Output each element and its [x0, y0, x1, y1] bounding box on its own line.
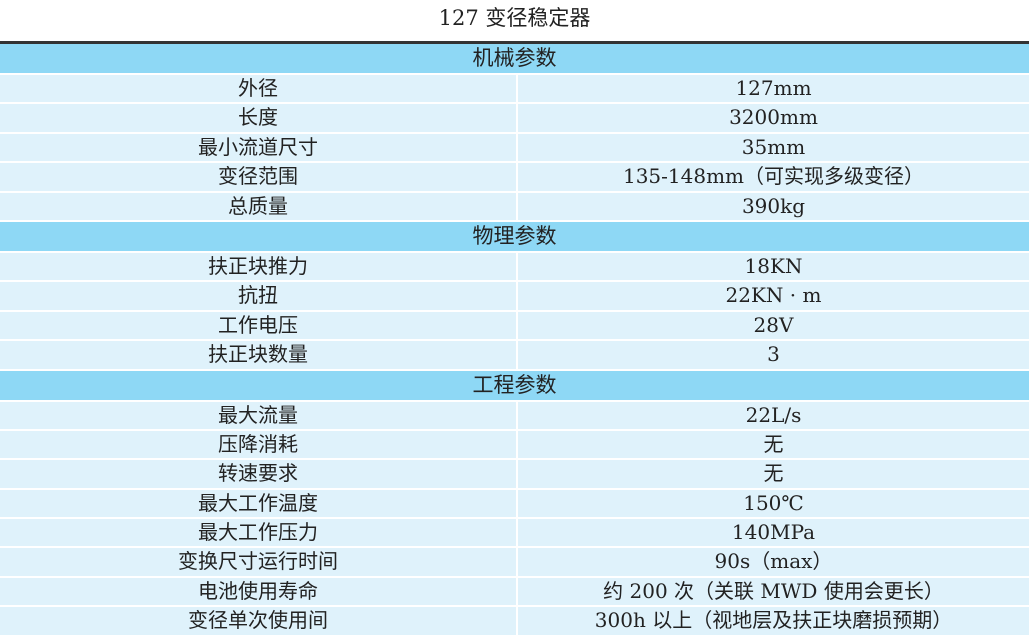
- param-value: 135-148mm（可实现多级变径）: [622, 164, 925, 189]
- table-title: 127 变径稳定器: [438, 6, 591, 30]
- param-value: 22KN · m: [725, 283, 822, 308]
- param-value: 无: [763, 431, 784, 456]
- param-name: 最大工作压力: [0, 519, 518, 547]
- param-value: 300h 以上（视地层及扶正块磨损预期）: [594, 608, 953, 633]
- table-row: 外径 127mm: [0, 75, 1029, 105]
- param-value: 35mm: [741, 134, 806, 159]
- section-header: 工程参数: [0, 370, 1029, 402]
- table-row: 变径单次使用间 300h 以上（视地层及扶正块磨损预期）: [0, 607, 1029, 637]
- param-name: 最大流量: [0, 401, 518, 429]
- param-name: 最大工作温度: [0, 489, 518, 518]
- table-row: 压降消耗 无: [0, 430, 1029, 461]
- table-row: 最大流量 22L/s: [0, 401, 1029, 431]
- table-row: 工作电压 28V: [0, 311, 1029, 342]
- param-name: 工作电压: [0, 311, 518, 340]
- table-row: 转速要求 无: [0, 460, 1029, 490]
- param-value: 3200mm: [729, 105, 818, 130]
- table-row: 抗扭 22KN · m: [0, 282, 1029, 312]
- param-value: 140MPa: [731, 520, 816, 545]
- table-row: 扶正块数量 3: [0, 341, 1029, 371]
- param-name: 长度: [0, 104, 518, 132]
- param-value: 127mm: [735, 76, 812, 100]
- param-name: 总质量: [0, 192, 518, 220]
- param-name: 外径: [0, 75, 518, 103]
- table-row: 长度 3200mm: [0, 104, 1029, 134]
- param-value: 22L/s: [745, 402, 802, 427]
- param-name: 变径单次使用间: [0, 607, 518, 635]
- param-name: 变换尺寸运行时间: [0, 548, 518, 576]
- param-value: 无: [763, 461, 784, 486]
- table-row: 扶正块推力 18KN: [0, 252, 1029, 283]
- param-name: 电池使用寿命: [0, 577, 518, 606]
- table-row: 电池使用寿命 约 200 次（关联 MWD 使用会更长）: [0, 577, 1029, 608]
- param-value: 90s（max）: [714, 549, 833, 574]
- table-row: 最大工作温度 150℃: [0, 489, 1029, 520]
- param-name: 扶正块数量: [0, 341, 518, 369]
- param-name: 扶正块推力: [0, 252, 518, 281]
- param-name: 转速要求: [0, 460, 518, 488]
- param-value: 28V: [753, 312, 794, 337]
- param-name: 最小流道尺寸: [0, 133, 518, 162]
- param-value: 18KN: [744, 253, 803, 278]
- param-name: 变径范围: [0, 163, 518, 191]
- table-row: 变径范围 135-148mm（可实现多级变径）: [0, 163, 1029, 193]
- table-row: 最大工作压力 140MPa: [0, 519, 1029, 549]
- param-value: 约 200 次（关联 MWD 使用会更长）: [603, 578, 944, 603]
- param-value: 390kg: [741, 193, 806, 218]
- section-header: 物理参数: [0, 221, 1029, 253]
- section-header: 机械参数: [0, 44, 1029, 75]
- param-value: 3: [767, 342, 780, 367]
- spec-table: 机械参数 外径 127mm 长度 3200mm 最小流道尺寸 35mm 变径范围 135-148…: [0, 41, 1029, 637]
- table-row: 变换尺寸运行时间 90s（max）: [0, 548, 1029, 578]
- param-value: 150℃: [743, 490, 804, 515]
- param-name: 抗扭: [0, 282, 518, 310]
- param-name: 压降消耗: [0, 430, 518, 459]
- table-row: 总质量 390kg: [0, 192, 1029, 222]
- table-row: 最小流道尺寸 35mm: [0, 133, 1029, 164]
